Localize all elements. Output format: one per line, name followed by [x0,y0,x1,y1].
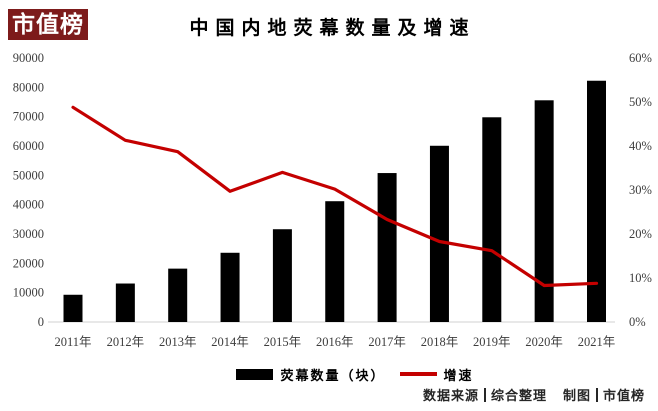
right-axis-tick: 40% [629,139,652,153]
bar-2020年 [534,100,554,322]
left-axis-tick: 90000 [13,51,44,65]
bar-2016年 [325,201,345,322]
bar-2015年 [272,229,292,322]
source-credit: 数据来源 综合整理 制图 市值榜 [423,385,645,404]
bar-2017年 [377,173,397,322]
source-value: 综合整理 [490,388,547,403]
x-axis-tick: 2018年 [421,335,459,349]
bar-2018年 [429,145,449,322]
brand-logo: 市值榜 [8,9,88,40]
right-axis-tick: 30% [629,183,652,197]
credit-value: 市值榜 [602,388,645,403]
right-axis-tick: 20% [629,227,652,241]
bar-2013年 [168,268,188,322]
legend-line-label: 增速 [443,367,474,383]
left-axis-tick: 30000 [13,227,44,241]
x-axis-tick: 2019年 [473,335,511,349]
legend: 荧幕数量（块） 增速 [0,365,658,383]
legend-line-swatch [399,372,437,376]
left-axis-tick: 40000 [13,198,44,212]
x-axis-tick: 2015年 [264,335,302,349]
bar-2011年 [63,294,83,322]
x-axis-tick: 2021年 [578,335,616,349]
right-axis-tick: 50% [629,95,652,109]
left-axis-tick: 70000 [13,110,44,124]
right-axis-tick: 60% [629,51,652,65]
left-axis-tick: 80000 [13,80,44,94]
left-axis-tick: 60000 [13,139,44,153]
bar-2012年 [115,283,135,322]
bar-2021年 [587,80,606,322]
bar-2019年 [482,117,502,322]
divider-icon [595,387,598,402]
x-axis-tick: 2012年 [107,335,145,349]
x-axis-tick: 2016年 [316,335,354,349]
right-axis-tick: 10% [629,271,652,285]
x-axis-tick: 2013年 [159,335,197,349]
left-axis-tick: 20000 [13,256,44,270]
growth-line [71,105,599,288]
left-axis-tick: 0 [38,315,44,329]
x-axis-tick: 2014年 [211,335,249,349]
legend-bar-swatch [236,368,274,380]
credit-label: 制图 [562,388,591,403]
x-axis-tick: 2020年 [525,335,563,349]
left-axis-tick: 50000 [13,168,44,182]
x-axis-tick: 2017年 [368,335,406,349]
divider-icon [483,387,486,402]
source-label: 数据来源 [422,388,479,403]
right-axis-tick: 0% [629,315,646,329]
bar-2014年 [220,252,240,322]
x-axis-tick: 2011年 [54,335,91,349]
chart-title: 中国内地荧幕数量及增速 [189,18,476,39]
legend-bar-label: 荧幕数量（块） [280,367,386,383]
left-axis-tick: 10000 [13,286,44,300]
